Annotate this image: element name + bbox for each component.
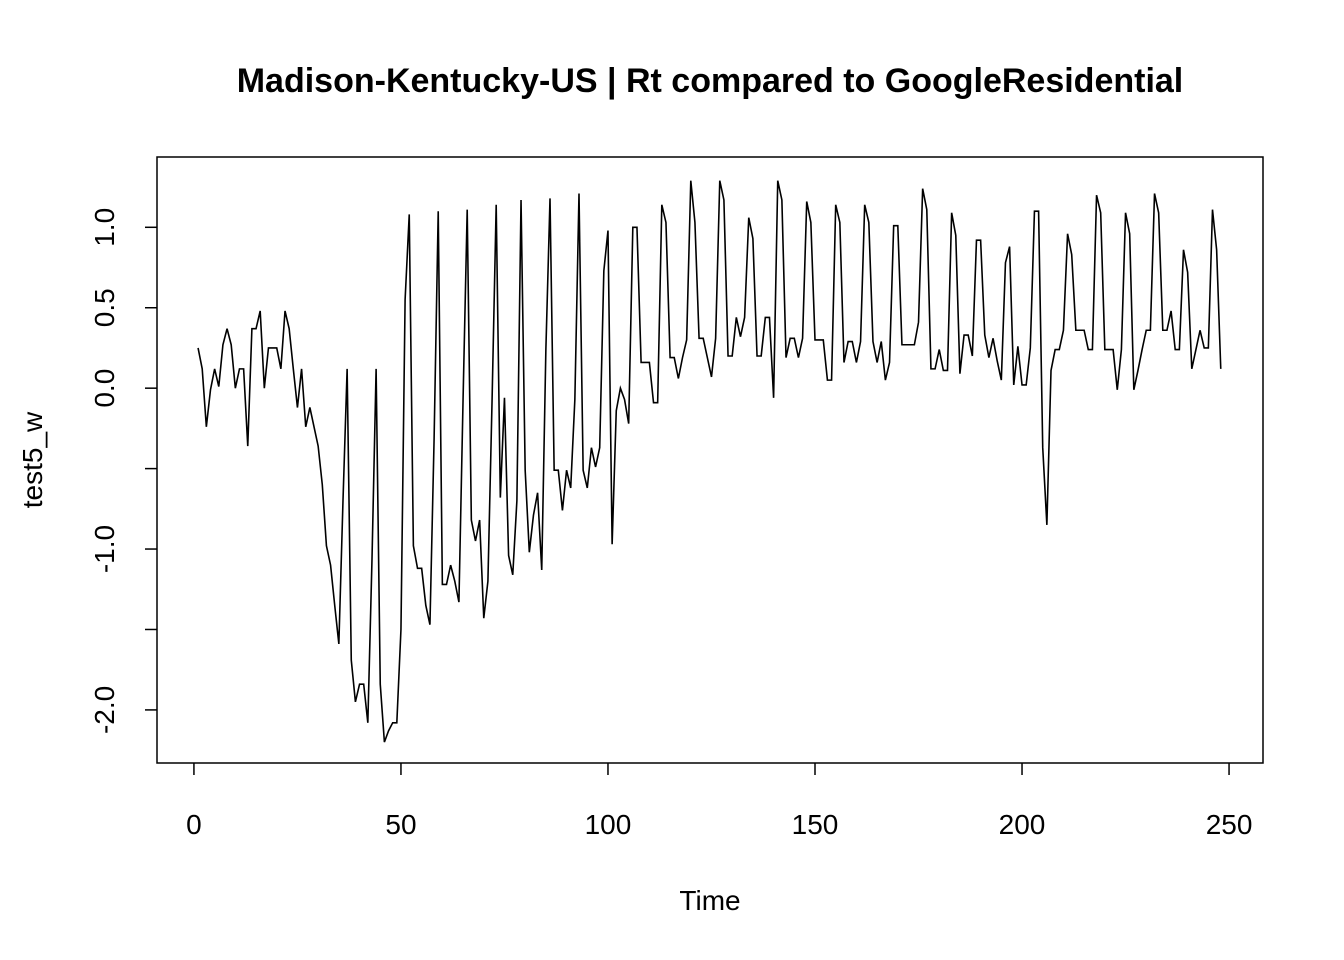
- x-tick-label: 150: [792, 809, 839, 840]
- y-tick-label: 0.5: [89, 288, 120, 327]
- series-line: [197, 180, 1222, 743]
- y-tick-label: -1.0: [89, 525, 120, 573]
- x-tick-label: 250: [1206, 809, 1253, 840]
- y-axis-label: test5_w: [17, 411, 48, 508]
- y-tick-label: 0.0: [89, 369, 120, 408]
- y-tick-label: 1.0: [89, 208, 120, 247]
- plot-frame: [156, 156, 1264, 764]
- x-tick-label: 0: [186, 809, 202, 840]
- x-tick-label: 50: [385, 809, 416, 840]
- chart-title: Madison-Kentucky-US | Rt compared to Goo…: [237, 62, 1184, 100]
- x-tick-label: 100: [585, 809, 632, 840]
- x-axis-label: Time: [679, 885, 740, 916]
- x-tick-label: 200: [999, 809, 1046, 840]
- y-tick-label: -2.0: [89, 686, 120, 734]
